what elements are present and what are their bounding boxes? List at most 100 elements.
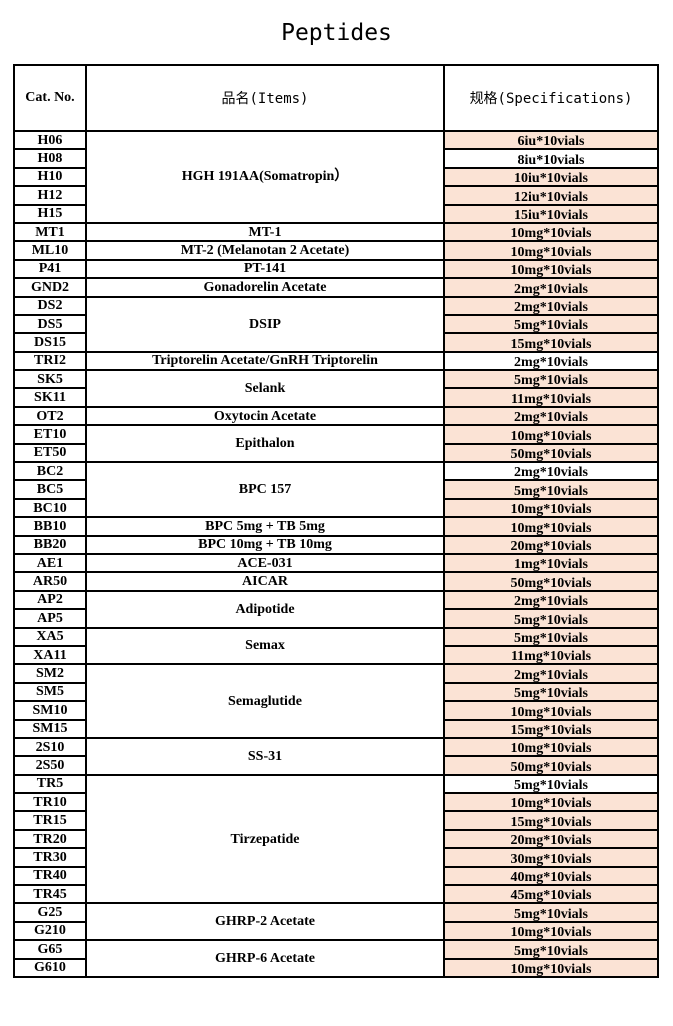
item-name-cell: HGH 191AA(Somatropin） [85, 130, 445, 224]
cat-no-cell: SK5 [13, 369, 87, 390]
cat-no-cell: OT2 [13, 406, 87, 427]
table-row: BC10 10mg*10vials [13, 498, 659, 519]
specification-cell: 5mg*10vials [443, 902, 659, 923]
table-row: AR50 AICAR 50mg*10vials [13, 571, 659, 592]
table-row: AP2 Adipotide 2mg*10vials [13, 590, 659, 629]
cat-no-cell: H08 [13, 148, 87, 169]
table-row: G210 10mg*10vials [13, 921, 659, 942]
cat-no-cell: ET10 [13, 424, 87, 445]
item-name-cell: PT-141 [85, 259, 445, 280]
table-body: H06 HGH 191AA(Somatropin） 6iu*10vials H08 8i… [13, 130, 659, 978]
header-cat-no: Cat. No. [13, 64, 87, 132]
cat-no-cell: BB10 [13, 516, 87, 537]
table-row: DS2 DSIP 2mg*10vials [13, 296, 659, 353]
cat-no-cell: H15 [13, 204, 87, 224]
cat-no-cell: TR5 [13, 774, 87, 795]
specification-cell: 10mg*10vials [443, 921, 659, 942]
specification-cell: 5mg*10vials [443, 608, 659, 629]
table-row: 2S50 50mg*10vials [13, 755, 659, 776]
header-items: 品名(Items) [85, 64, 445, 132]
cat-no-cell: SM10 [13, 700, 87, 721]
table-row: DS5 5mg*10vials [13, 314, 659, 335]
cat-no-cell: P41 [13, 259, 87, 280]
cat-no-cell: TR10 [13, 792, 87, 813]
specification-cell: 10iu*10vials [443, 167, 659, 188]
specification-cell: 10mg*10vials [443, 424, 659, 445]
cat-no-cell: G65 [13, 939, 87, 960]
peptides-table: Cat. No. 品名(Items) 规格(Specifications) H0… [13, 64, 659, 978]
item-name-cell: Semax [85, 627, 445, 666]
specification-cell: 5mg*10vials [443, 939, 659, 960]
cat-no-cell: TR45 [13, 884, 87, 905]
specification-cell: 45mg*10vials [443, 884, 659, 905]
specification-cell: 10mg*10vials [443, 958, 659, 978]
cat-no-cell: H06 [13, 130, 87, 151]
cat-no-cell: BC10 [13, 498, 87, 519]
table-row: H08 8iu*10vials [13, 148, 659, 169]
table-row: SM2 Semaglutide 2mg*10vials [13, 663, 659, 739]
table-row: TR10 10mg*10vials [13, 792, 659, 813]
specification-cell: 5mg*10vials [443, 369, 659, 390]
specification-cell: 50mg*10vials [443, 443, 659, 464]
table-row: TRI2 Triptorelin Acetate/GnRH Triptorelin… [13, 351, 659, 372]
page-title: Peptides [281, 20, 392, 46]
cat-no-cell: BB20 [13, 535, 87, 556]
specification-cell: 2mg*10vials [443, 663, 659, 684]
cat-no-cell: H12 [13, 185, 87, 206]
cat-no-cell: AR50 [13, 571, 87, 592]
table-row: OT2 Oxytocin Acetate 2mg*10vials [13, 406, 659, 427]
item-name-cell: ACE-031 [85, 553, 445, 574]
cat-no-cell: TR40 [13, 866, 87, 887]
table-row: SM5 5mg*10vials [13, 682, 659, 703]
table-row: SK5 Selank 5mg*10vials [13, 369, 659, 408]
table-header-row: Cat. No. 品名(Items) 规格(Specifications) [13, 64, 659, 132]
item-name-cell: Selank [85, 369, 445, 408]
table-row: TR20 20mg*10vials [13, 829, 659, 850]
item-name-cell: Adipotide [85, 590, 445, 629]
table-row: BB10 BPC 5mg + TB 5mg 10mg*10vials [13, 516, 659, 537]
specification-cell: 15mg*10vials [443, 810, 659, 831]
item-name-cell: SS-31 [85, 737, 445, 776]
item-name-cell: AICAR [85, 571, 445, 592]
specification-cell: 2mg*10vials [443, 461, 659, 482]
table-row: ET50 50mg*10vials [13, 443, 659, 464]
cat-no-cell: SK11 [13, 387, 87, 408]
table-row: GND2 Gonadorelin Acetate 2mg*10vials [13, 277, 659, 298]
item-name-cell: MT-2 (Melanotan 2 Acetate) [85, 240, 445, 261]
item-name-cell: Oxytocin Acetate [85, 406, 445, 427]
table-row: TR45 45mg*10vials [13, 884, 659, 905]
cat-no-cell: BC5 [13, 479, 87, 500]
table-row: H15 15iu*10vials [13, 204, 659, 224]
table-row: G610 10mg*10vials [13, 958, 659, 978]
specification-cell: 8iu*10vials [443, 148, 659, 169]
table-row: SM15 15mg*10vials [13, 718, 659, 739]
item-name-cell: Semaglutide [85, 663, 445, 739]
table-row: TR5 Tirzepatide 5mg*10vials [13, 774, 659, 905]
specification-cell: 5mg*10vials [443, 314, 659, 335]
specification-cell: 20mg*10vials [443, 829, 659, 850]
cat-no-cell: GND2 [13, 277, 87, 298]
table-row: ET10 Epithalon 10mg*10vials [13, 424, 659, 464]
specification-cell: 11mg*10vials [443, 387, 659, 408]
table-row: TR15 15mg*10vials [13, 810, 659, 831]
cat-no-cell: XA11 [13, 645, 87, 666]
table-row: H10 10iu*10vials [13, 167, 659, 188]
cat-no-cell: G25 [13, 902, 87, 923]
cat-no-cell: ML10 [13, 240, 87, 261]
cat-no-cell: SM5 [13, 682, 87, 703]
specification-cell: 2mg*10vials [443, 406, 659, 427]
table-row: G25 GHRP-2 Acetate 5mg*10vials [13, 902, 659, 942]
cat-no-cell: H10 [13, 167, 87, 188]
item-name-cell: BPC 157 [85, 461, 445, 519]
specification-cell: 10mg*10vials [443, 259, 659, 280]
cat-no-cell: AE1 [13, 553, 87, 574]
table-row: P41 PT-141 10mg*10vials [13, 259, 659, 280]
cat-no-cell: ET50 [13, 443, 87, 464]
table-row: TR30 30mg*10vials [13, 847, 659, 868]
cat-no-cell: TRI2 [13, 351, 87, 372]
cat-no-cell: DS2 [13, 296, 87, 316]
cat-no-cell: BC2 [13, 461, 87, 482]
cat-no-cell: TR20 [13, 829, 87, 850]
specification-cell: 5mg*10vials [443, 682, 659, 703]
specification-cell: 10mg*10vials [443, 498, 659, 519]
